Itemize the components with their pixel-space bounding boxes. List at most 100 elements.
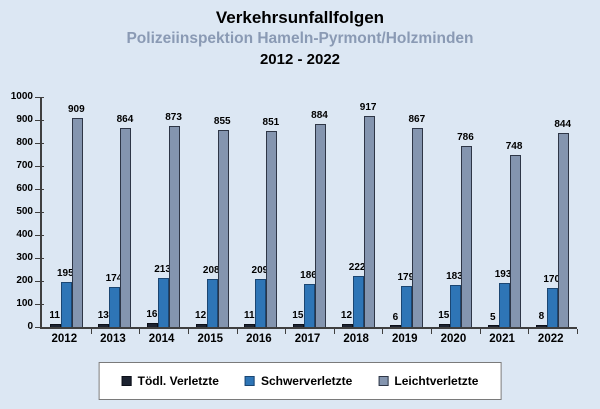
bar bbox=[169, 126, 181, 327]
bar-slot-2018-2: 917 bbox=[360, 97, 376, 327]
bar bbox=[401, 285, 413, 327]
y-axis-label: 700 bbox=[16, 160, 33, 171]
bar-group-2022: 8 170 844 bbox=[528, 97, 579, 334]
value-label: 186 bbox=[300, 270, 317, 282]
value-label: 12 bbox=[340, 310, 353, 322]
bar bbox=[460, 146, 472, 327]
legend-item: Schwerverletzte bbox=[244, 374, 352, 388]
bar bbox=[206, 279, 218, 327]
bar bbox=[49, 324, 61, 327]
x-axis-tick bbox=[577, 329, 579, 334]
plot-area: 11 195 909 13 174 864 16 213 873 12 208 855 11 209 851… bbox=[40, 97, 579, 334]
y-axis-tick bbox=[35, 303, 44, 305]
bar bbox=[217, 130, 229, 327]
x-axis-tick bbox=[333, 329, 335, 334]
bar bbox=[536, 325, 548, 327]
x-axis-tick bbox=[236, 329, 238, 334]
bar-slot-2012-0: 11 bbox=[49, 97, 61, 327]
bar-group-2012: 11 195 909 bbox=[42, 97, 92, 334]
y-axis-tick bbox=[35, 234, 44, 236]
legend-swatch-icon bbox=[378, 376, 389, 386]
x-axis-label: 2019 bbox=[392, 333, 418, 345]
bar bbox=[109, 286, 121, 327]
bar bbox=[498, 282, 510, 327]
legend-swatch-icon bbox=[244, 376, 255, 386]
y-axis-tick bbox=[35, 326, 44, 328]
legend-item: Leichtverletzte bbox=[378, 374, 478, 388]
x-axis-label: 2016 bbox=[246, 333, 272, 345]
value-label: 195 bbox=[56, 268, 74, 280]
x-axis-tick bbox=[90, 329, 92, 334]
x-axis-tick bbox=[479, 329, 481, 334]
y-axis-label: 100 bbox=[16, 298, 33, 309]
value-label: 11 bbox=[49, 310, 60, 322]
bar-slot-2012-2: 909 bbox=[68, 97, 85, 327]
legend-label: Leichtverletzte bbox=[394, 374, 479, 388]
bar bbox=[558, 132, 570, 327]
x-axis-label: 2012 bbox=[51, 333, 78, 345]
bar-slot-2014-1: 213 bbox=[154, 97, 171, 327]
value-label: 786 bbox=[457, 132, 474, 144]
bar bbox=[449, 284, 461, 327]
legend-item: Tödl. Verletzte bbox=[121, 374, 219, 388]
bar-slot-2021-2: 748 bbox=[506, 97, 522, 327]
x-axis-tick bbox=[382, 329, 384, 334]
bar bbox=[352, 275, 364, 327]
bar bbox=[438, 323, 450, 327]
bar bbox=[412, 127, 424, 327]
y-axis-label: 0 bbox=[27, 321, 33, 332]
value-label: 11 bbox=[243, 310, 255, 322]
y-axis-tick bbox=[35, 280, 44, 282]
bar-group-2018: 12 222 917 bbox=[334, 97, 384, 334]
bar-slot-2013-0: 13 bbox=[97, 97, 110, 327]
bar-slot-2021-1: 193 bbox=[495, 97, 511, 327]
x-axis-label: 2020 bbox=[440, 333, 467, 345]
bar-slot-2020-1: 183 bbox=[446, 97, 463, 327]
x-axis-label: 2015 bbox=[197, 333, 224, 345]
x-axis-label: 2017 bbox=[294, 333, 321, 345]
value-label: 222 bbox=[348, 261, 366, 273]
bar-slot-2019-1: 179 bbox=[397, 97, 414, 327]
bar-slot-2013-1: 174 bbox=[106, 97, 122, 327]
value-label: 873 bbox=[165, 112, 182, 124]
y-axis-tick bbox=[35, 188, 44, 190]
value-label: 6 bbox=[392, 311, 399, 323]
y-axis-label: 300 bbox=[16, 252, 33, 263]
value-label: 851 bbox=[262, 117, 280, 129]
x-axis-tick bbox=[187, 329, 189, 334]
value-label: 884 bbox=[311, 109, 328, 121]
value-label: 855 bbox=[213, 116, 231, 128]
chart-title: Verkehrsunfallfolgen bbox=[215, 8, 385, 27]
bar-group-2017: 15 186 884 bbox=[285, 97, 335, 334]
bar-slot-2022-0: 8 bbox=[536, 97, 548, 327]
bar bbox=[341, 324, 353, 327]
bar-slot-2017-0: 15 bbox=[292, 97, 305, 327]
bar-slot-2018-0: 12 bbox=[340, 97, 353, 327]
value-label: 909 bbox=[67, 103, 85, 115]
x-axis-tick bbox=[285, 329, 287, 334]
x-axis-tick bbox=[528, 329, 530, 334]
bar-slot-2022-2: 844 bbox=[554, 97, 571, 327]
bar-slot-2015-1: 208 bbox=[203, 97, 220, 327]
value-label: 16 bbox=[146, 309, 158, 321]
value-label: 8 bbox=[538, 311, 545, 323]
bar-group-2019: 6 179 867 bbox=[382, 97, 433, 334]
bar bbox=[509, 154, 521, 327]
y-axis-tick bbox=[35, 257, 44, 259]
bar-slot-2015-0: 12 bbox=[195, 97, 207, 327]
y-axis-label: 900 bbox=[16, 114, 33, 125]
value-label: 13 bbox=[97, 310, 109, 322]
bar-slot-2020-2: 786 bbox=[457, 97, 474, 327]
bar-slot-2017-1: 186 bbox=[300, 97, 317, 327]
bar-slot-2019-0: 6 bbox=[390, 97, 402, 327]
legend: Tödl. Verletzte Schwerverletzte Leichtverl… bbox=[98, 362, 502, 400]
x-axis-tick bbox=[139, 329, 141, 334]
bar bbox=[547, 287, 559, 327]
bar bbox=[147, 323, 159, 327]
bar bbox=[195, 324, 207, 327]
chart-subtitle: Polizeiinspektion Hameln-Pyrmont/Holzmin… bbox=[126, 30, 474, 47]
value-label: 917 bbox=[359, 102, 377, 114]
bar-slot-2015-2: 855 bbox=[214, 97, 231, 327]
value-label: 867 bbox=[408, 113, 426, 125]
